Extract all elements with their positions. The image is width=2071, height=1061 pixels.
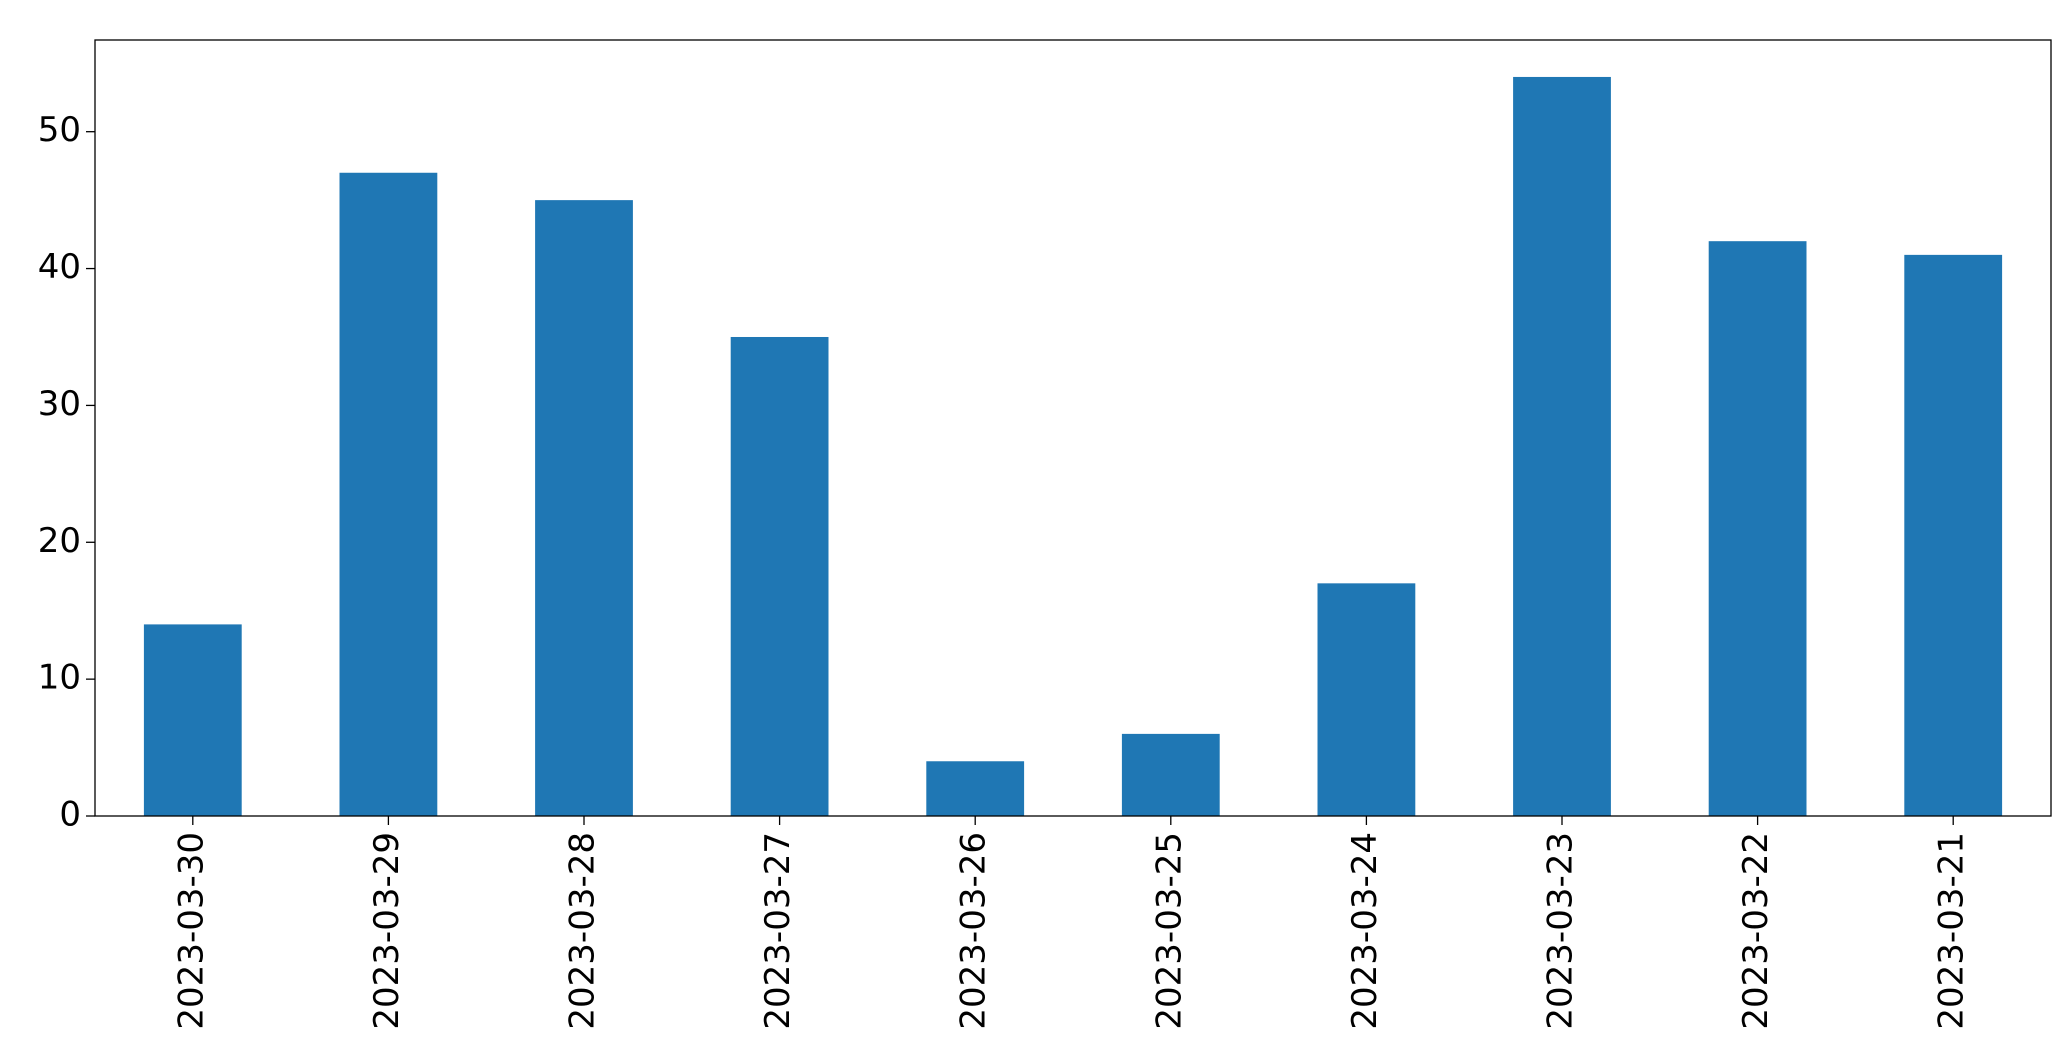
bar <box>926 761 1025 816</box>
x-tick-label: 2023-03-28 <box>563 832 603 1030</box>
y-tick-label: 50 <box>38 110 81 150</box>
plot-frame <box>94 39 2052 817</box>
x-tick-label: 2023-03-21 <box>1932 832 1972 1030</box>
x-tick-label: 2023-03-30 <box>171 832 211 1030</box>
x-tick-label: 2023-03-25 <box>1149 832 1189 1030</box>
y-tick-label: 40 <box>38 247 81 287</box>
bar <box>1904 254 2003 817</box>
x-tick-label: 2023-03-23 <box>1541 832 1581 1030</box>
bar <box>1317 583 1416 816</box>
bar <box>1121 733 1220 816</box>
bar <box>730 336 829 816</box>
bar <box>143 624 242 816</box>
y-tick-label: 30 <box>38 384 81 424</box>
y-tick-label: 20 <box>38 521 81 561</box>
x-tick-label: 2023-03-22 <box>1736 832 1776 1030</box>
y-tick-label: 10 <box>38 658 81 698</box>
x-tick-label: 2023-03-24 <box>1345 832 1385 1030</box>
bar <box>1708 241 1807 816</box>
bar <box>535 200 633 817</box>
y-tick-label: 0 <box>59 795 81 835</box>
x-tick-label: 2023-03-27 <box>758 832 798 1030</box>
bar <box>339 172 438 816</box>
bar <box>1513 76 1611 816</box>
x-tick-label: 2023-03-26 <box>954 832 994 1030</box>
x-tick-label: 2023-03-29 <box>367 832 407 1030</box>
